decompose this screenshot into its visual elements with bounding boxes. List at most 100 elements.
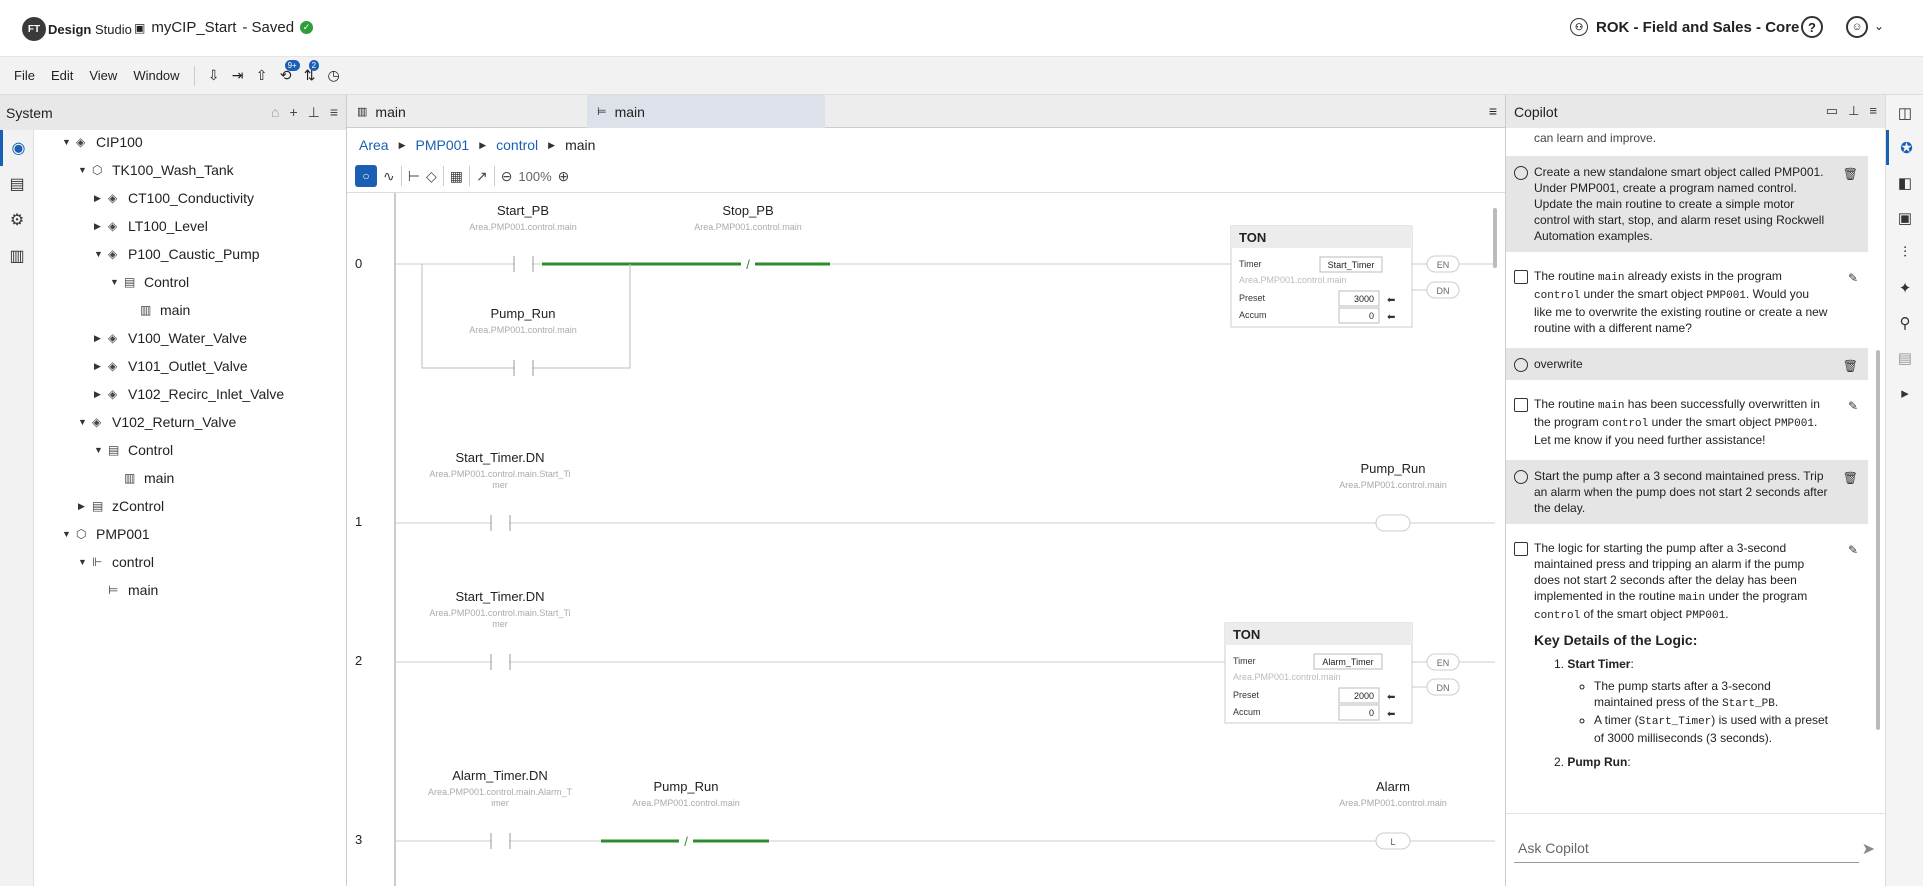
collapse-caret-icon[interactable]: ▶ — [94, 192, 101, 203]
tabs-menu-icon[interactable]: ≡ — [1488, 103, 1497, 119]
collapse-caret-icon[interactable]: ▶ — [94, 220, 101, 231]
menu-file[interactable]: File — [14, 68, 35, 83]
pin-icon[interactable]: ⊥ — [307, 104, 320, 120]
copilot-menu-icon[interactable]: ≡ — [1869, 103, 1877, 118]
contact-pump-run[interactable] — [513, 360, 534, 376]
download-icon[interactable]: ⇩ — [207, 67, 220, 83]
library-icon[interactable]: ▥ — [9, 248, 25, 265]
trend-icon[interactable]: ∿ — [383, 167, 395, 184]
tree-node[interactable]: ▥ main — [110, 464, 174, 492]
tree-node[interactable]: ⊨ main — [94, 576, 158, 604]
expand-caret-icon[interactable]: ▼ — [110, 277, 119, 287]
menu-view[interactable]: View — [89, 68, 118, 83]
feedback-icon[interactable]: ✎ — [1847, 271, 1858, 285]
zoom-in-icon[interactable]: ⊕ — [557, 167, 570, 184]
pull-changes-icon[interactable]: ⟲ 9+ — [275, 59, 300, 86]
collapse-caret-icon[interactable]: ▶ — [94, 388, 101, 399]
cross-reference-icon[interactable]: ⚲ — [1899, 314, 1911, 332]
menu-window[interactable]: Window — [133, 68, 180, 83]
expand-caret-icon[interactable]: ▼ — [78, 557, 87, 567]
properties-icon[interactable]: ▤ — [9, 176, 25, 193]
tree-node[interactable]: ▶ ◈ LT100_Level — [94, 212, 208, 240]
zoom-out-icon[interactable]: ⊖ — [500, 167, 513, 184]
feedback-icon[interactable]: ✎ — [1847, 399, 1858, 413]
collapse-caret-icon[interactable]: ▶ — [94, 360, 101, 371]
copilot-scrollbar[interactable] — [1876, 350, 1880, 730]
collapse-caret-icon[interactable]: ▶ — [78, 500, 85, 511]
contact-alarm-timer-dn[interactable] — [490, 833, 511, 849]
tree-node[interactable]: ▼ ▤ Control — [110, 268, 189, 296]
expand-caret-icon[interactable]: ▼ — [62, 529, 71, 539]
tree-node[interactable]: ▼ ⊩ control — [78, 548, 154, 576]
tree-node[interactable]: ▶ ◈ V100_Water_Valve — [94, 324, 247, 352]
system-explorer-icon[interactable]: ◉ — [0, 130, 34, 166]
contact-start-timer-dn[interactable] — [490, 515, 511, 531]
view-icon[interactable]: ▦ — [449, 167, 463, 184]
coil-alarm-latch[interactable]: L — [1375, 832, 1411, 850]
expand-caret-icon[interactable]: ▼ — [94, 445, 103, 455]
org-selector[interactable]: ⚇ ROK - Field and Sales - Core — [1570, 18, 1799, 36]
tree-node[interactable]: ▼ ⬡ PMP001 — [62, 520, 150, 548]
output-icon[interactable]: ▤ — [1897, 349, 1913, 367]
expand-caret-icon[interactable]: ▼ — [78, 417, 87, 427]
history-icon[interactable]: ◷ — [327, 67, 340, 83]
expand-caret-icon[interactable]: ▼ — [94, 249, 103, 259]
breadcrumb-control[interactable]: control — [496, 137, 539, 153]
menu-edit[interactable]: Edit — [50, 68, 74, 83]
adjustments-icon[interactable]: ⫶ — [1903, 244, 1907, 261]
toolbox-icon[interactable]: ▣ — [1897, 209, 1913, 227]
ton-alarm-timer[interactable]: TON Timer Alarm_Timer Area.PMP001.contro… — [1224, 622, 1413, 724]
ai-assist-icon[interactable]: ✦ — [1898, 279, 1912, 297]
ask-copilot-input[interactable]: Ask Copilot — [1514, 833, 1859, 863]
tree-node[interactable]: ▶ ▤ zControl — [78, 492, 164, 520]
upload-icon[interactable]: ⇧ — [255, 67, 268, 83]
tree-node[interactable]: ▥ main — [126, 296, 190, 324]
delete-icon[interactable]: 🗑 — [1842, 359, 1858, 373]
tab-main-1[interactable]: ▥ main — [347, 95, 585, 128]
settings-icon[interactable]: ⚙ — [9, 212, 25, 229]
tag-icon[interactable]: ⌂ — [270, 104, 280, 120]
delete-icon[interactable]: 🗑 — [1842, 167, 1858, 181]
coil-pump-run[interactable] — [1375, 514, 1411, 532]
expand-caret-icon[interactable]: ▼ — [62, 137, 71, 147]
send-icon[interactable]: ➤ — [1861, 841, 1875, 858]
goto-icon[interactable]: ↗ — [475, 167, 488, 184]
terminal-icon[interactable]: ▸ — [1901, 384, 1909, 402]
app-logo[interactable]: FT Design Studio — [22, 17, 132, 41]
tree-node[interactable]: ▼ ◈ V102_Return_Valve — [78, 408, 236, 436]
user-menu-chevron-down-icon[interactable]: ⌄ — [1874, 19, 1885, 33]
tab-main-2[interactable]: ⊨ main — [587, 95, 825, 128]
help-icon[interactable]: ? — [1801, 16, 1823, 38]
breadcrumb-area[interactable]: Area — [359, 137, 389, 153]
add-rung-icon[interactable]: ⊢ — [407, 167, 420, 184]
user-avatar-icon[interactable]: ☺ — [1846, 16, 1868, 38]
contact-pump-run-nc[interactable]: / — [679, 832, 693, 850]
add-icon[interactable]: + — [289, 104, 298, 120]
panel-layout-icon[interactable]: ◫ — [1897, 104, 1913, 122]
expand-caret-icon[interactable]: ▼ — [78, 165, 87, 175]
new-chat-icon[interactable]: ▭ — [1825, 103, 1839, 118]
ton-start-timer[interactable]: TON Timer Start_Timer Area.PMP001.contro… — [1230, 225, 1413, 328]
push-changes-icon[interactable]: ⇅ 2 — [299, 59, 321, 86]
split-view-icon[interactable]: ◧ — [1897, 174, 1913, 192]
tree-node[interactable]: ▶ ◈ V102_Recirc_Inlet_Valve — [94, 380, 284, 408]
collapse-caret-icon[interactable]: ▶ — [94, 332, 101, 343]
delete-icon[interactable]: 🗑 — [1842, 471, 1858, 485]
feedback-icon[interactable]: ✎ — [1847, 543, 1858, 557]
panel-menu-icon[interactable]: ≡ — [329, 104, 338, 120]
online-mode-icon[interactable]: ○ — [355, 165, 377, 187]
contact-stop-pb[interactable]: / — [741, 255, 755, 273]
tag-icon[interactable]: ◇ — [425, 167, 437, 184]
tree-node[interactable]: ▼ ▤ Control — [94, 436, 173, 464]
tree-node[interactable]: ▶ ◈ V101_Outlet_Valve — [94, 352, 248, 380]
pin-icon[interactable]: ⊥ — [1848, 103, 1860, 118]
tree-node[interactable]: ▼ ⬡ TK100_Wash_Tank — [78, 156, 234, 184]
contact-start-timer-dn-2[interactable] — [490, 654, 511, 670]
breadcrumb-pmp001[interactable]: PMP001 — [415, 137, 470, 153]
ladder-scrollbar[interactable] — [1493, 208, 1497, 268]
tree-node[interactable]: ▼ ◈ P100_Caustic_Pump — [94, 240, 260, 268]
tree-node[interactable]: ▶ ◈ CT100_Conductivity — [94, 184, 254, 212]
tree-node[interactable]: ▼ ◈ CIP100 — [62, 128, 143, 156]
copilot-icon[interactable]: ✪ — [1886, 130, 1923, 165]
export-icon[interactable]: ⇥ — [231, 67, 244, 83]
